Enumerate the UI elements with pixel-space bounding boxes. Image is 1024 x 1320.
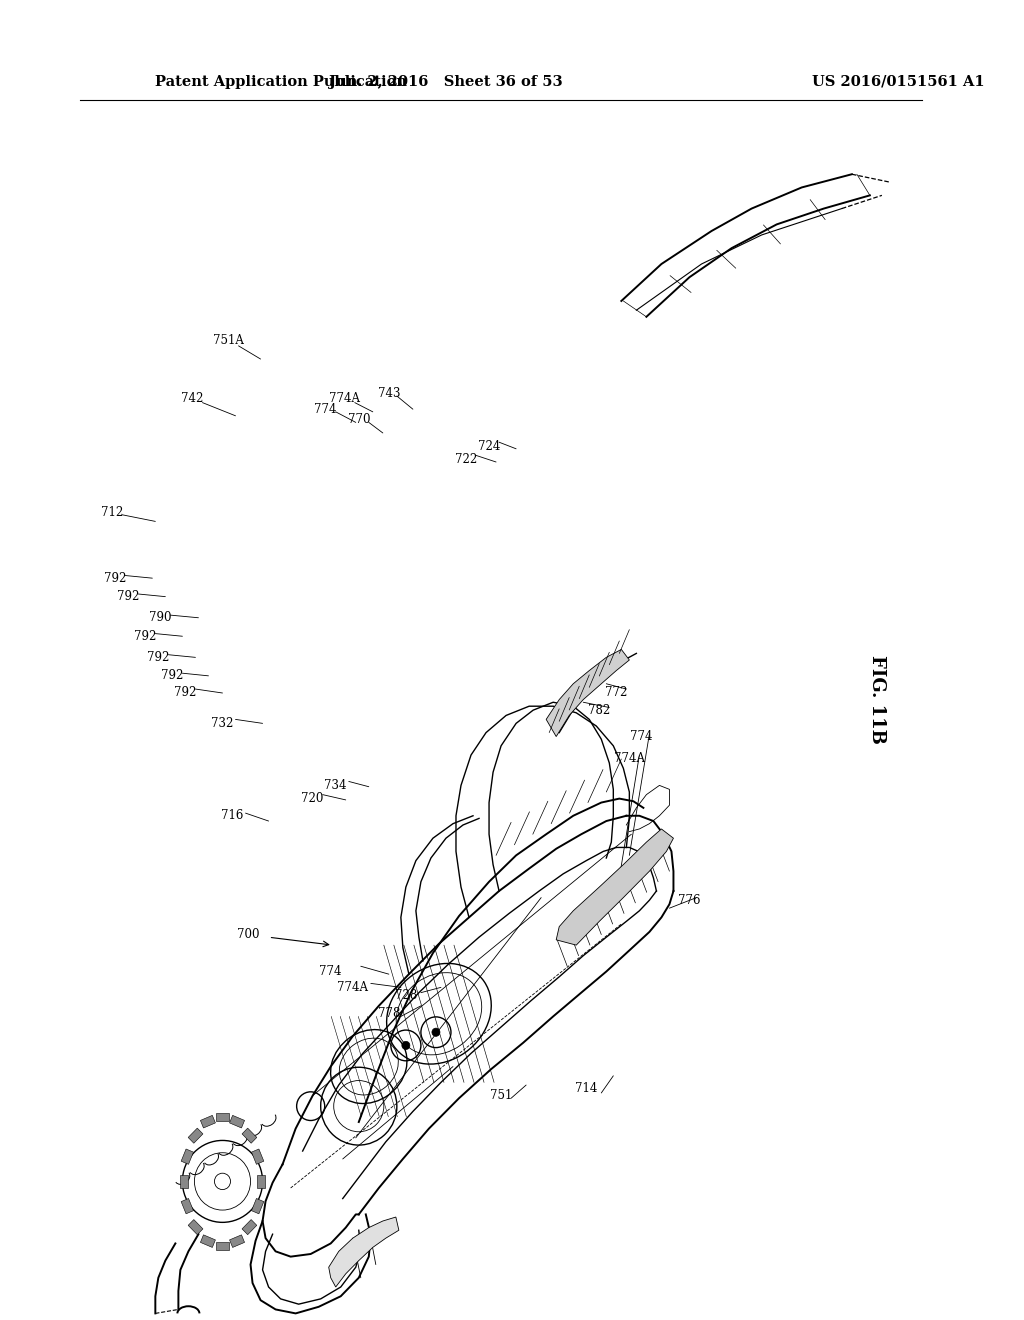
Bar <box>188 1220 203 1234</box>
Text: 742: 742 <box>181 392 204 405</box>
Text: Jun. 2, 2016   Sheet 36 of 53: Jun. 2, 2016 Sheet 36 of 53 <box>329 75 563 88</box>
Text: 792: 792 <box>134 630 157 643</box>
Text: 772: 772 <box>605 686 628 700</box>
Text: 776: 776 <box>678 894 700 907</box>
Bar <box>188 1129 203 1143</box>
Text: 732: 732 <box>211 717 233 730</box>
Bar <box>201 1234 215 1247</box>
Text: 774A: 774A <box>330 392 360 405</box>
Text: 743: 743 <box>378 387 400 400</box>
Bar <box>257 1175 264 1188</box>
Text: 700: 700 <box>238 928 260 941</box>
Bar <box>252 1148 264 1164</box>
Bar <box>201 1115 215 1129</box>
Bar <box>229 1115 245 1129</box>
Bar <box>252 1199 264 1214</box>
Bar <box>181 1199 194 1214</box>
Text: 782: 782 <box>588 704 610 717</box>
Text: 790: 790 <box>150 611 172 624</box>
Circle shape <box>432 1028 440 1036</box>
Bar <box>216 1242 229 1250</box>
Text: 774A: 774A <box>337 981 369 994</box>
Text: 774A: 774A <box>613 752 645 766</box>
Bar <box>216 1113 229 1121</box>
Text: 792: 792 <box>147 651 170 664</box>
Text: 774: 774 <box>319 965 342 978</box>
Text: 774: 774 <box>630 730 652 743</box>
Text: 724: 724 <box>478 440 501 453</box>
Text: 720: 720 <box>301 792 324 805</box>
Bar <box>181 1148 194 1164</box>
Text: 751: 751 <box>489 1089 512 1102</box>
Text: 792: 792 <box>104 572 126 585</box>
Text: 792: 792 <box>161 669 183 682</box>
Bar <box>229 1234 245 1247</box>
Text: 792: 792 <box>117 590 139 603</box>
Text: 716: 716 <box>221 809 244 822</box>
Circle shape <box>214 1173 230 1189</box>
Text: 722: 722 <box>455 453 477 466</box>
Polygon shape <box>329 1217 399 1287</box>
Bar <box>180 1175 188 1188</box>
Bar <box>242 1129 257 1143</box>
Text: Patent Application Publication: Patent Application Publication <box>156 75 408 88</box>
Text: 712: 712 <box>101 506 123 519</box>
Circle shape <box>401 1041 410 1049</box>
Text: FIG. 11B: FIG. 11B <box>868 655 886 744</box>
Polygon shape <box>556 829 674 945</box>
Text: 734: 734 <box>325 779 347 792</box>
Text: 751A: 751A <box>213 334 244 347</box>
Text: 774: 774 <box>314 403 337 416</box>
Bar <box>242 1220 257 1234</box>
Text: 778: 778 <box>378 1007 400 1020</box>
Text: 792: 792 <box>174 686 197 700</box>
Polygon shape <box>546 649 630 737</box>
Text: US 2016/0151561 A1: US 2016/0151561 A1 <box>812 75 984 88</box>
Text: 728: 728 <box>394 989 417 1002</box>
Text: 770: 770 <box>347 413 370 426</box>
Text: 714: 714 <box>575 1082 597 1096</box>
